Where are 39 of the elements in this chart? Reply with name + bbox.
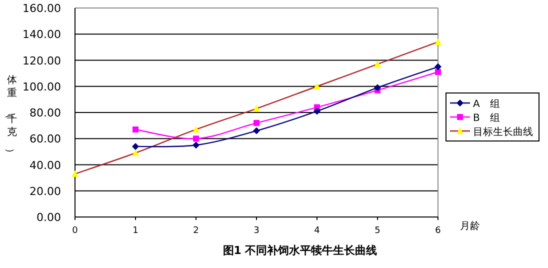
point [132,149,139,156]
x-tick-label: 3 [254,226,260,236]
y-tick-label: 120.00 [22,54,61,68]
point [314,82,320,90]
y-tick-label: 20.00 [30,184,61,198]
legend-label: A 组 [473,98,500,110]
y-tick-label: 0.00 [36,211,61,224]
point [253,105,260,112]
text: 图1 不同补饲水平犊牛生长曲线 [222,244,378,257]
point [132,126,138,132]
x-tick-label: 6 [435,226,442,236]
y-tick-label: 80.00 [30,106,61,120]
point [434,63,442,70]
x-tick-label: 0 [72,226,78,236]
point [435,69,441,76]
x-tick-label: 4 [314,226,320,236]
point [72,170,78,177]
legend-label: 目标生长曲线 [473,126,533,138]
point [132,142,139,150]
point [253,127,260,134]
point [192,142,200,149]
x-tick-label: 2 [193,226,199,236]
point [374,84,381,92]
y-tick-label: 40.00 [30,158,61,172]
x-tick-label: 1 [132,226,138,236]
y-tick-label: 100.00 [22,80,61,94]
legend-label: B 组 [473,112,500,124]
point [434,38,442,45]
y-tick-label: 60.00 [30,132,61,146]
x-tick-label: 5 [374,226,380,236]
point [192,126,200,132]
point [193,136,199,142]
point [314,108,320,115]
point [254,120,260,126]
y-tick-label: 160.00 [22,2,61,15]
x-axis-title: 月龄 [460,220,480,232]
point [374,60,381,68]
y-axis-title: 体重（千克） [4,74,17,158]
y-tick-label: 140.00 [22,28,61,42]
